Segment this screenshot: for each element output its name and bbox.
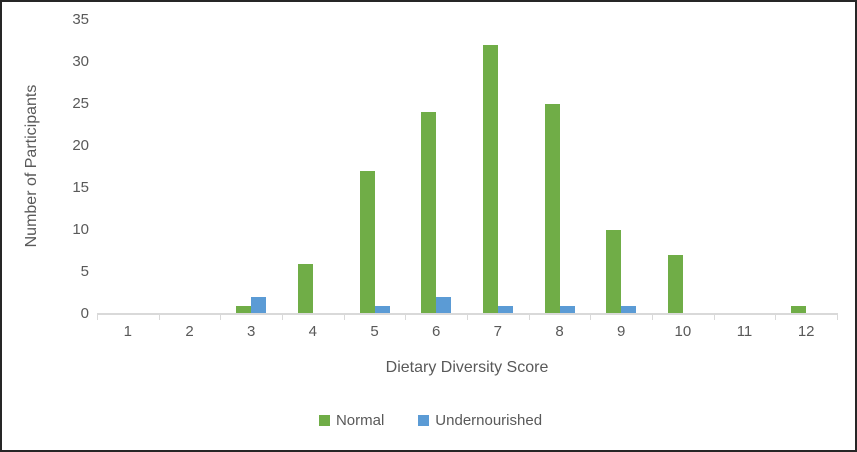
legend-label: Normal [335, 412, 385, 429]
bar-normal-8 [544, 104, 560, 314]
x-tick-label: 7 [493, 323, 502, 340]
x-tick-label: 3 [246, 323, 256, 340]
x-axis-tick [713, 315, 715, 320]
y-tick-label: 5 [80, 263, 89, 280]
y-tick-label: 30 [72, 53, 89, 70]
x-tick-label: 12 [797, 323, 815, 340]
y-tick-label: 20 [72, 137, 89, 154]
x-axis-tick [837, 315, 838, 320]
y-tick-label: 0 [80, 305, 89, 322]
x-axis-tick [405, 315, 407, 320]
bar-undernourished-7 [497, 305, 513, 314]
y-tick-label: 10 [72, 221, 89, 238]
x-axis-tick [158, 315, 160, 320]
x-tick-label: 5 [370, 323, 379, 340]
legend-item-normal: Normal [318, 412, 385, 429]
bar-normal-10 [667, 255, 683, 314]
x-tick-label: 1 [123, 323, 132, 340]
x-tick-label: 10 [674, 323, 692, 340]
bar-normal-7 [482, 45, 498, 314]
x-axis-tick [282, 315, 283, 320]
x-axis-title: Dietary Diversity Score [385, 359, 549, 376]
x-tick-label: 9 [616, 323, 626, 340]
bar-undernourished-9 [621, 305, 637, 314]
x-tick-label: 11 [736, 323, 753, 340]
legend-label: Undernourished [435, 412, 543, 429]
y-tick-label: 15 [72, 179, 89, 196]
x-axis-tick [343, 315, 345, 320]
x-axis-line [97, 313, 838, 315]
x-axis-tick [220, 315, 222, 320]
bar-undernourished-3 [251, 297, 267, 314]
x-axis-tick [775, 315, 777, 320]
x-axis-tick [528, 315, 530, 320]
bar-normal-3 [236, 305, 252, 314]
x-axis-tick [97, 315, 98, 320]
bar-normal-12 [791, 305, 807, 314]
x-tick-label: 4 [308, 323, 317, 340]
legend-item-undernourished: Undernourished [418, 412, 542, 429]
legend: Normal Undernourished [2, 412, 855, 429]
legend-swatch-icon [318, 415, 330, 426]
y-tick-label: 35 [72, 11, 89, 28]
x-tick-label: 8 [555, 323, 564, 340]
bar-undernourished-8 [559, 305, 575, 314]
bar-normal-5 [359, 171, 375, 314]
bar-undernourished-5 [374, 305, 390, 314]
x-axis-tick [590, 315, 592, 320]
x-axis-tick [467, 315, 468, 320]
bar-undernourished-6 [436, 297, 452, 314]
bar-normal-9 [606, 230, 622, 314]
x-axis-tick [652, 315, 653, 320]
legend-swatch-icon [418, 415, 430, 426]
bar-normal-4 [297, 263, 313, 314]
x-tick-label: 6 [431, 323, 441, 340]
y-tick-label: 25 [72, 95, 89, 112]
bar-normal-6 [421, 112, 437, 314]
x-tick-label: 2 [185, 323, 194, 340]
